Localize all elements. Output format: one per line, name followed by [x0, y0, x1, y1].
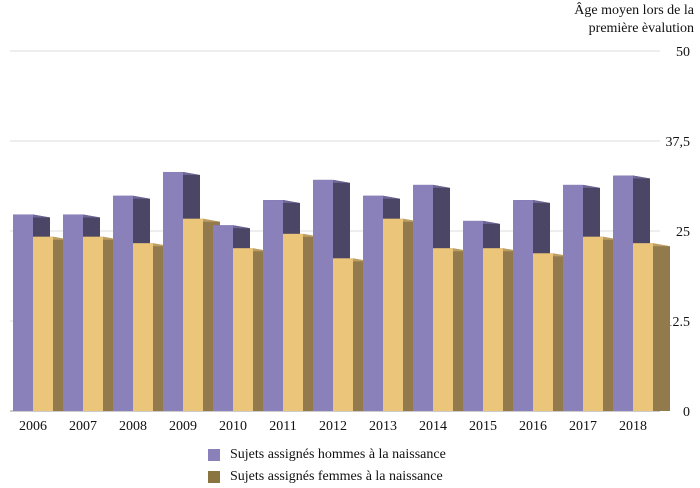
x-tick-label: 2016: [519, 419, 547, 434]
bar-female: [33, 236, 53, 411]
bar-female: [283, 233, 303, 411]
x-tick-label: 2015: [469, 419, 497, 434]
chart-legend: Sujets assignés hommes à la naissance Su…: [208, 444, 446, 488]
x-tick-label: 2011: [269, 419, 296, 434]
x-tick-label: 2006: [19, 419, 47, 434]
bar-female: [233, 248, 253, 411]
legend-item-female: Sujets assignés femmes à la naissance: [208, 466, 446, 488]
y-tick-label: 50: [676, 45, 690, 60]
y-tick-label: 0: [683, 405, 690, 420]
bar-male: [313, 179, 333, 411]
bar-male: [63, 214, 83, 411]
bar-male: [163, 171, 183, 411]
bar-male: [613, 175, 633, 411]
y-tick-label: 12.5: [666, 315, 691, 330]
bar-male: [563, 184, 583, 411]
x-tick-label: 2010: [219, 419, 247, 434]
bar-female: [433, 248, 453, 411]
bar-male: [363, 195, 383, 411]
x-tick-label: 2008: [119, 419, 147, 434]
bar-female: [333, 258, 353, 411]
bar-female: [133, 243, 153, 411]
legend-item-male: Sujets assignés hommes à la naissance: [208, 444, 446, 466]
y-tick-label: 37,5: [666, 135, 691, 150]
bar-female: [383, 218, 403, 411]
x-tick-label: 2007: [69, 419, 97, 434]
bar-male: [113, 195, 133, 411]
bar-side-female: [653, 243, 670, 411]
x-tick-label: 2013: [369, 419, 397, 434]
bar-female: [583, 236, 603, 411]
bar-male: [513, 200, 533, 411]
bar-male: [413, 184, 433, 411]
x-tick-label: 2017: [569, 419, 597, 434]
x-tick-label: 2018: [619, 419, 647, 434]
bar-male: [463, 220, 483, 411]
bar-female: [83, 236, 103, 411]
x-tick-label: 2014: [419, 419, 447, 434]
bar-male: [213, 225, 233, 411]
bar-female: [533, 253, 553, 411]
bar-female: [633, 243, 653, 411]
legend-label-female: Sujets assignés femmes à la naissance: [230, 469, 443, 484]
legend-swatch-male: [208, 449, 220, 461]
bar-female: [483, 248, 503, 411]
bar-female: [183, 218, 203, 411]
x-tick-label: 2012: [319, 419, 347, 434]
legend-label-male: Sujets assignés hommes à la naissance: [230, 447, 446, 462]
x-tick-label: 2009: [169, 419, 197, 434]
bar-male: [13, 214, 33, 411]
y-tick-label: 25: [676, 225, 690, 240]
legend-swatch-female: [208, 471, 220, 483]
y-axis-label: Âge moyen lors de la première èvalution: [574, 3, 694, 36]
bar-male: [263, 200, 283, 411]
